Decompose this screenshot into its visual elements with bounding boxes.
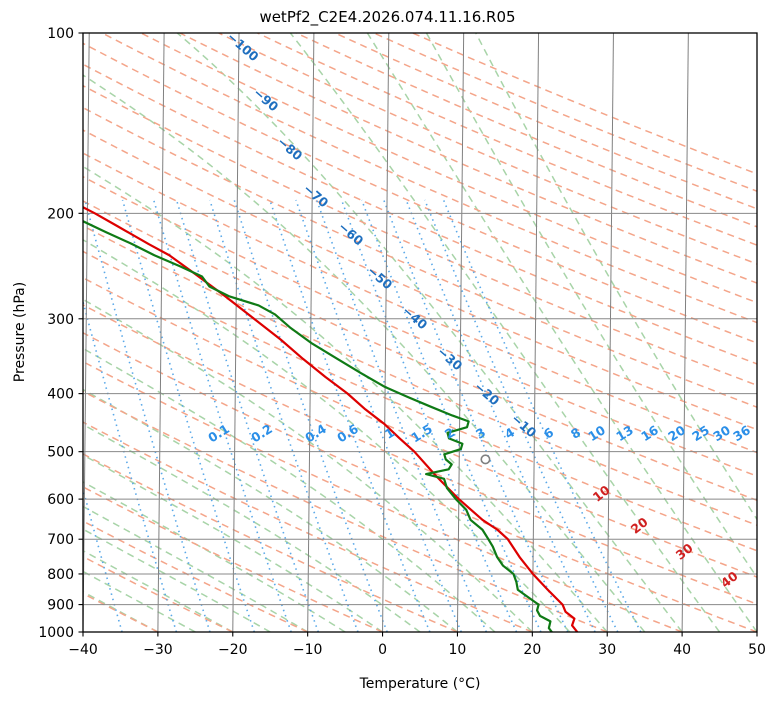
x-tick-label: −30 [143, 642, 173, 658]
y-tick-label: 300 [47, 312, 74, 328]
x-tick-label: 20 [523, 642, 541, 658]
y-tick-label: 800 [47, 567, 74, 583]
x-tick-label: 40 [673, 642, 691, 658]
y-tick-label: 600 [47, 492, 74, 508]
x-tick-label: 10 [449, 642, 467, 658]
pressure-gridlines [83, 33, 757, 632]
lcl-marker [480, 454, 491, 465]
y-tick-label: 1000 [38, 625, 74, 641]
page-title: wetPf2_C2E4.2026.074.11.16.R05 [259, 8, 516, 26]
x-tick-label: −40 [68, 642, 98, 658]
x-tick-label: 50 [748, 642, 766, 658]
moist-adiabat-lines [83, 33, 757, 632]
y-tick-label: 200 [47, 206, 74, 222]
x-tick-label: −10 [293, 642, 323, 658]
x-tick-label: −20 [218, 642, 248, 658]
axes-frame [82, 32, 758, 633]
x-axis-label: Temperature (°C) [359, 676, 481, 692]
y-tick-label: 900 [47, 598, 74, 614]
y-axis-ticks: 100 200 300 400 500 600 700 800 900 1000 [38, 26, 83, 641]
x-tick-label: 30 [598, 642, 616, 658]
sounding-curves [83, 206, 579, 632]
x-axis-ticks: −40 −30 −20 −10 0 10 20 30 40 50 [68, 632, 766, 658]
isotherm-lines [83, 33, 757, 632]
plot-markers [480, 454, 491, 465]
plot-background [83, 33, 757, 632]
y-axis-label: Pressure (hPa) [12, 282, 28, 382]
y-tick-label: 700 [47, 532, 74, 548]
y-tick-label: 100 [47, 26, 74, 42]
y-tick-label: 400 [47, 387, 74, 403]
sounding-line-dewpoint [83, 220, 553, 632]
sounding-line-temperature [83, 206, 579, 632]
y-tick-label: 500 [47, 445, 74, 461]
x-tick-label: 0 [378, 642, 387, 658]
